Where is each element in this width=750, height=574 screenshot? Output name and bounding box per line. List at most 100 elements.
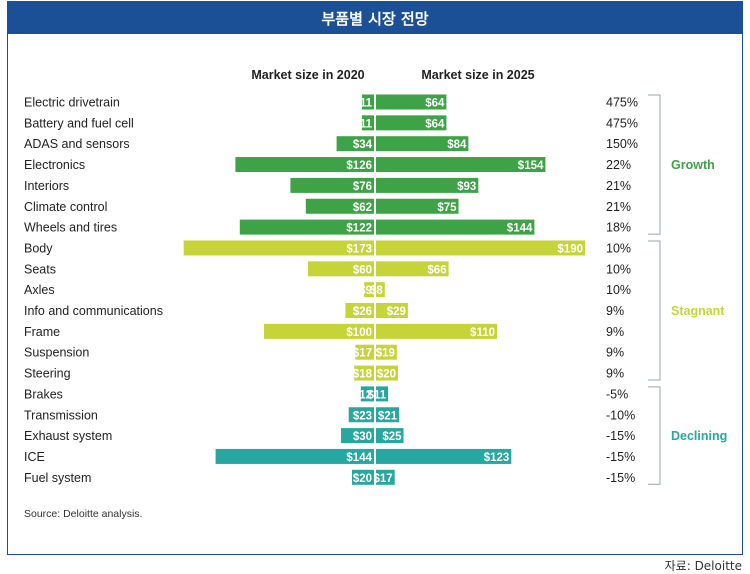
- growth-label: 22%: [606, 158, 631, 172]
- category-label: Axles: [24, 283, 55, 297]
- growth-label: 475%: [606, 116, 638, 130]
- value-label-2020: $20: [353, 473, 372, 485]
- value-label-2025: $29: [387, 306, 406, 318]
- group-bracket: [648, 94, 661, 235]
- growth-label: 21%: [606, 200, 631, 214]
- category-label: Body: [24, 241, 53, 255]
- bar-2025: [376, 386, 389, 402]
- value-label-2025: $11: [368, 389, 387, 401]
- bar-2025: [376, 323, 497, 339]
- category-label: Electronics: [24, 158, 85, 172]
- bar-2020: [361, 94, 374, 110]
- value-label-2025: $93: [457, 181, 476, 193]
- value-label-2020: $11: [353, 118, 372, 130]
- value-label-2025: $17: [374, 473, 393, 485]
- bar-2025: [376, 94, 447, 110]
- category-label: Frame: [24, 325, 60, 339]
- growth-label: -10%: [606, 408, 635, 422]
- bar-2025: [376, 428, 404, 444]
- bar-2020: [364, 282, 374, 298]
- category-label: Wheels and tires: [24, 221, 117, 235]
- category-label: ADAS and sensors: [24, 137, 130, 151]
- value-label-2025: $64: [425, 98, 445, 110]
- growth-label: 10%: [606, 262, 631, 276]
- growth-label: 10%: [606, 283, 631, 297]
- value-label-2025: $144: [507, 223, 533, 235]
- bar-2020: [360, 386, 374, 402]
- group-label: Stagnant: [671, 304, 725, 318]
- bar-2020: [235, 157, 374, 173]
- value-label-2025: $110: [470, 327, 495, 339]
- value-label-2020: $17: [353, 348, 372, 360]
- value-label-2020: $100: [346, 327, 372, 339]
- growth-label: 9%: [606, 325, 624, 339]
- value-label-2025: $75: [437, 202, 457, 214]
- bar-2025: [376, 261, 449, 277]
- category-label: Transmission: [24, 408, 98, 422]
- value-label-2025: $190: [557, 243, 583, 255]
- value-label-2020: $9: [359, 285, 372, 297]
- value-label-2025: $8: [370, 285, 383, 297]
- series-header-2020: Market size in 2020: [251, 68, 364, 82]
- value-label-2025: $25: [382, 431, 402, 443]
- value-label-2020: $12: [353, 389, 372, 401]
- page-title: 부품별 시장 전망: [8, 2, 742, 34]
- category-label: Brakes: [24, 387, 63, 401]
- value-label-2020: $62: [353, 202, 372, 214]
- category-label: Interiors: [24, 179, 69, 193]
- value-label-2020: $76: [353, 181, 372, 193]
- bar-2020: [308, 261, 374, 277]
- value-label-2020: $144: [346, 452, 372, 464]
- bar-2025: [376, 448, 512, 464]
- value-label-2020: $60: [353, 264, 372, 276]
- bar-2025: [376, 177, 479, 193]
- bar-2020: [239, 219, 374, 235]
- group-bracket: [648, 240, 661, 381]
- category-label: Electric drivetrain: [24, 96, 120, 110]
- value-label-2020: $122: [346, 223, 372, 235]
- value-label-2025: $123: [484, 452, 510, 464]
- value-label-2020: $30: [353, 431, 372, 443]
- growth-label: 21%: [606, 179, 631, 193]
- bar-2025: [376, 303, 408, 318]
- bar-2020: [341, 428, 374, 444]
- growth-label: -15%: [606, 450, 635, 464]
- bar-2025: [376, 469, 395, 485]
- growth-label: 9%: [606, 367, 624, 381]
- bar-2025: [376, 157, 546, 173]
- value-label-2025: $84: [447, 139, 467, 151]
- group-label: Growth: [671, 158, 715, 172]
- category-label: Exhaust system: [24, 429, 112, 443]
- bar-2020: [354, 365, 374, 381]
- bar-2025: [376, 365, 398, 381]
- bar-2020: [336, 136, 374, 152]
- category-label: Climate control: [24, 200, 107, 214]
- category-label: ICE: [24, 450, 45, 464]
- source-credit: 자료: Deloitte: [664, 559, 742, 573]
- growth-label: 475%: [606, 96, 638, 110]
- value-label-2025: $20: [377, 369, 396, 381]
- value-label-2020: $23: [353, 410, 372, 422]
- category-label: Suspension: [24, 346, 89, 360]
- bar-2020: [361, 115, 374, 131]
- series-header-2025: Market size in 2025: [421, 68, 534, 82]
- bar-2025: [376, 136, 469, 152]
- bar-2025: [376, 198, 459, 214]
- growth-label: 18%: [606, 221, 631, 235]
- bar-2025: [376, 344, 397, 360]
- category-label: Battery and fuel cell: [24, 116, 134, 130]
- bar-2020: [345, 303, 374, 318]
- growth-label: -5%: [606, 387, 628, 401]
- value-label-2020: $126: [346, 160, 372, 172]
- group-bracket: [648, 386, 661, 485]
- value-label-2020: $18: [353, 369, 373, 381]
- bar-2020: [290, 177, 374, 193]
- bar-2025: [376, 282, 385, 298]
- bar-2020: [305, 198, 374, 214]
- value-label-2025: $64: [425, 118, 445, 130]
- value-label-2025: $154: [518, 160, 544, 172]
- category-label: Seats: [24, 262, 56, 276]
- bar-2020: [352, 469, 374, 485]
- group-label: Declining: [671, 429, 727, 443]
